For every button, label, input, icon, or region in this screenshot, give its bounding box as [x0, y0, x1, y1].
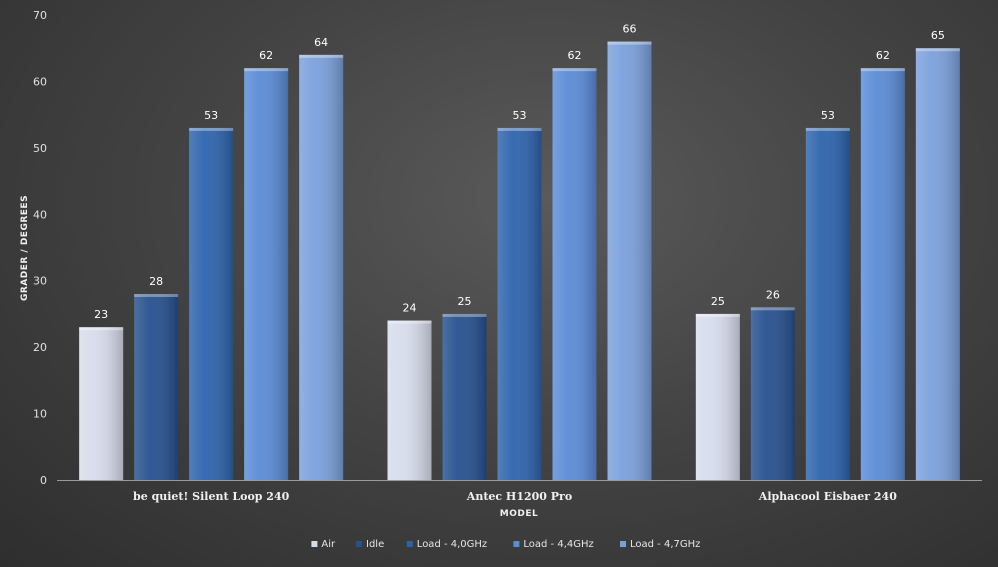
y-tick-label: 10: [33, 408, 47, 421]
legend-item: Load - 4,0GHz: [406, 539, 487, 550]
y-tick-label: 20: [33, 341, 47, 354]
y-tick-label: 60: [33, 75, 47, 88]
legend-label: Load - 4,7GHz: [630, 539, 700, 550]
category-label: Alphacool Eisbaer 240: [758, 490, 897, 503]
legend-item: Load - 4,4GHz: [513, 539, 594, 550]
bar: [79, 327, 124, 480]
legend-label: Idle: [366, 539, 384, 550]
bar: [750, 307, 795, 480]
data-label: 26: [766, 288, 780, 301]
bar: [189, 127, 234, 480]
data-label: 62: [876, 49, 890, 62]
legend-swatch: [620, 541, 626, 547]
legend-item: Idle: [356, 539, 384, 550]
bar: [915, 48, 960, 480]
data-label: 25: [711, 295, 725, 308]
x-axis: be quiet! Silent Loop 240 Antec H1200 Pro…: [57, 480, 982, 503]
data-label: 23: [94, 308, 108, 321]
bar: [134, 294, 179, 480]
data-label: 62: [259, 49, 273, 62]
legend: Air Idle Load - 4,0GHz Load - 4,4GHz Load - …: [311, 539, 700, 550]
bar: [497, 127, 542, 480]
legend-item: Air: [311, 539, 336, 550]
y-tick-label: 40: [33, 208, 47, 221]
data-label: 53: [513, 109, 527, 122]
x-axis-title: MODEL: [500, 509, 538, 519]
data-label: 65: [931, 29, 945, 42]
y-axis-title: GRADER / DEGREES: [20, 195, 30, 301]
bar: [552, 68, 597, 481]
bar: [442, 313, 487, 480]
legend-swatch: [513, 541, 520, 547]
legend-item: Load - 4,7GHz: [620, 539, 700, 550]
legend-swatch: [356, 541, 362, 547]
legend-label: Air: [321, 539, 336, 550]
data-label: 53: [821, 109, 835, 122]
data-label: 25: [458, 295, 472, 308]
legend-swatch: [406, 541, 413, 547]
y-tick-label: 70: [33, 9, 47, 22]
bar: [607, 41, 652, 480]
data-labels: 23 24 25 28 25 26 53 53 53 62 62 62 64 66 65: [94, 23, 945, 322]
data-label: 24: [403, 302, 417, 315]
data-label: 62: [568, 49, 582, 62]
legend-label: Load - 4,0GHz: [417, 539, 487, 550]
category-label: be quiet! Silent Loop 240: [133, 490, 290, 503]
y-tick-label: 0: [40, 474, 47, 487]
legend-swatch: [311, 541, 318, 547]
y-axis: 0 10 20 30 40 50 60 70: [33, 9, 47, 487]
data-label: 53: [204, 109, 218, 122]
category-label: Antec H1200 Pro: [466, 490, 572, 503]
legend-label: Load - 4,4GHz: [523, 539, 593, 550]
bar: [695, 313, 740, 480]
y-tick-label: 50: [33, 142, 47, 155]
bar: [299, 54, 344, 480]
bar: [805, 127, 850, 480]
bar: [387, 320, 432, 480]
data-label: 66: [623, 23, 637, 36]
bars: [79, 41, 960, 481]
y-tick-label: 30: [33, 275, 47, 288]
bar: [244, 68, 289, 481]
data-label: 64: [314, 36, 328, 49]
bar: [860, 68, 905, 481]
data-label: 28: [149, 275, 163, 288]
